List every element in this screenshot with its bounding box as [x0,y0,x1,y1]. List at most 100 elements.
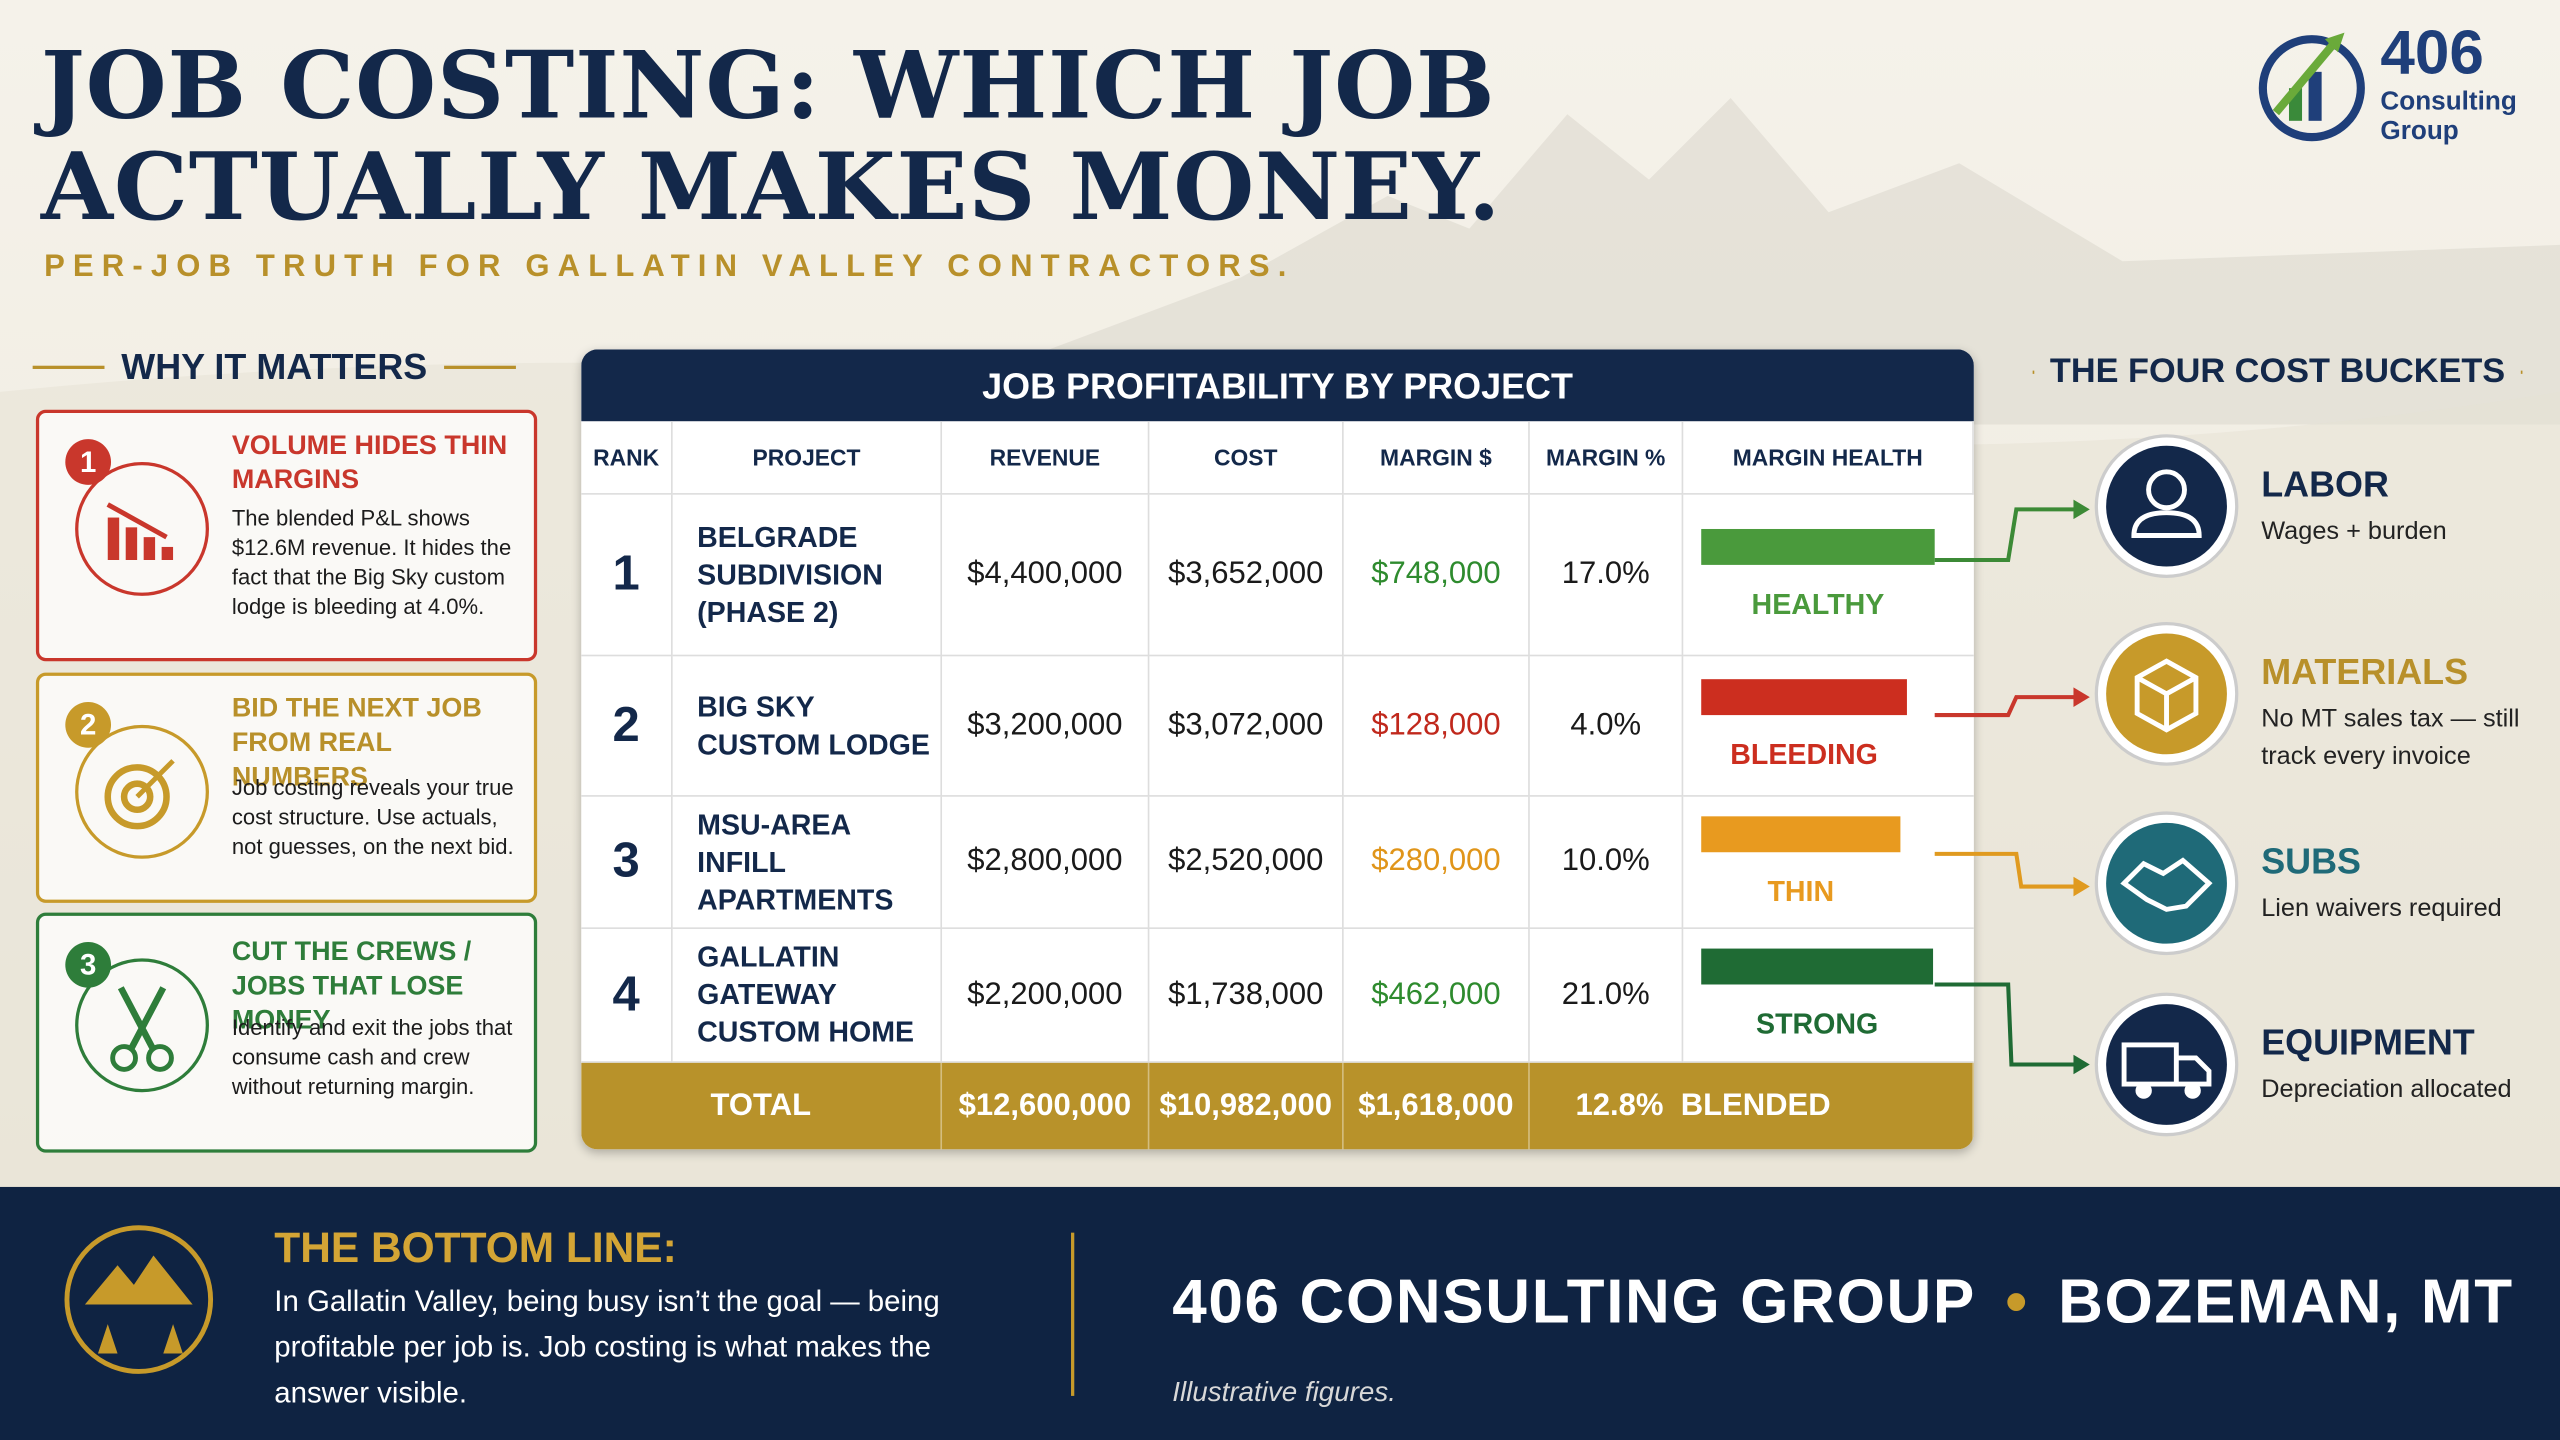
logo-line: Group [2380,117,2459,146]
footer-text: In Gallatin Valley, being busy isn’t the… [274,1284,940,1409]
bucket-icon [2094,622,2239,766]
total-cell: 12.8% BLENDED [1530,1062,1974,1150]
health-bar [1701,948,1934,985]
health-cell: HEALTHY [1683,495,1974,657]
card-icon [75,462,209,596]
margin-percent: 4.0% [1529,656,1684,797]
bucket-icon [2094,434,2239,578]
card-text: Identify and exit the jobs that consume … [231,1015,513,1099]
revenue: $3,200,000 [942,656,1150,797]
card-number: 3 [65,942,112,988]
rule [443,365,516,369]
total-cell: $12,600,000 [942,1062,1150,1150]
margin-dollars: $748,000 [1343,494,1530,657]
health-label: THIN [1767,874,1835,907]
bucket-name: LABOR [2261,463,2389,505]
column-header: MARGIN $ [1343,421,1530,495]
column-header: PROJECT [672,421,943,495]
footer-brand-row: 406 CONSULTING GROUP • BOZEMAN, MT [1172,1269,2513,1339]
column-header: MARGIN % [1529,421,1684,495]
footer-heading: THE BOTTOM LINE: [274,1222,677,1272]
footer: THE BOTTOM LINE: In Gallatin Valley, bei… [0,1186,2560,1440]
logo-name: Consulting Group [2380,88,2516,147]
connector-arrows [1934,499,2090,1075]
rank: 4 [581,928,673,1063]
project: BIG SKY CUSTOM LODGE [672,656,943,797]
buckets-heading-row: THE FOUR COST BUCKETS [2032,352,2523,392]
footer-location: BOZEMAN, MT [2058,1268,2514,1338]
logo-mark [2258,32,2365,142]
subtitle: PER-JOB TRUTH FOR GALLATIN VALLEY CONTRA… [44,249,1295,285]
title-line: JOB COSTING: WHICH JOB [40,31,1496,141]
total-cell: TOTAL [581,1062,943,1150]
why-heading: WHY IT MATTERS [121,346,428,387]
column-header: RANK [581,421,673,495]
logo-number: 406 [2380,19,2484,89]
footer-emblem [64,1225,214,1374]
total-cell: $1,618,000 [1344,1062,1530,1150]
bucket-text: No MT sales tax — still track every invo… [2261,705,2520,771]
rule [2521,370,2523,374]
rule [32,365,105,369]
health-cell: STRONG [1683,929,1974,1063]
card-text: Job costing reveals your true cost struc… [231,775,514,859]
health-bar [1701,815,1901,852]
health-bar [1701,679,1907,716]
cost: $2,520,000 [1149,796,1344,929]
health-bar [1701,528,1935,565]
logo-line: Consulting [2380,88,2517,116]
total-cell: $10,982,000 [1149,1062,1344,1150]
health-label: STRONG [1756,1007,1879,1040]
revenue: $2,800,000 [942,796,1150,929]
health-cell: THIN [1683,797,1974,929]
rank: 1 [581,494,673,657]
bucket-text: Lien waivers required [2261,894,2502,923]
cost: $3,652,000 [1149,494,1344,657]
project: MSU-AREA INFILL APARTMENTS [672,796,943,929]
card-title: BID THE NEXT JOB FROM REAL NUMBERS [231,693,482,792]
card-icon [75,958,209,1093]
card-title: CUT THE CREWS / JOBS THAT LOSE MONEY [231,937,472,1036]
health-cell: BLEEDING [1683,656,1974,797]
why-heading-row: WHY IT MATTERS [32,346,516,388]
health-label: BLEEDING [1730,737,1878,771]
margin-percent: 21.0% [1529,928,1684,1063]
margin-percent: 10.0% [1529,796,1684,929]
card-icon [75,724,209,859]
bucket-text: Wages + burden [2261,517,2447,546]
rank: 3 [581,796,673,929]
title: JOB COSTING: WHICH JOB ACTUALLY MAKES MON… [40,31,1502,242]
why-card: 3 CUT THE CREWS / JOBS THAT LOSE MONEY I… [35,912,538,1153]
margin-dollars: $280,000 [1343,796,1530,929]
column-header: COST [1149,421,1344,495]
separator-dot: • [2005,1268,2029,1338]
margin-percent: 17.0% [1529,494,1684,657]
bucket-name: MATERIALS [2261,651,2469,693]
footer-brand: 406 CONSULTING GROUP [1172,1268,1976,1338]
buckets-heading: THE FOUR COST BUCKETS [2049,352,2506,391]
margin-dollars: $462,000 [1343,928,1530,1063]
title-line: ACTUALLY MAKES MONEY. [40,132,1502,242]
revenue: $2,200,000 [942,928,1150,1063]
rank: 2 [581,656,673,797]
card-text: The blended P&L shows $12.6M revenue. It… [231,506,512,619]
card-title: VOLUME HIDES THIN MARGINS [231,431,508,495]
cost: $3,072,000 [1149,656,1344,797]
profit-table: JOB PROFITABILITY BY PROJECT RANK PROJECT… [581,349,1974,1150]
bucket-icon [2094,811,2239,956]
column-header: REVENUE [942,421,1150,495]
bucket-name: EQUIPMENT [2261,1022,2475,1063]
margin-dollars: $128,000 [1343,656,1530,797]
health-label: HEALTHY [1751,586,1885,620]
bucket-text: Depreciation allocated [2261,1075,2512,1104]
bucket-name: SUBS [2261,840,2362,882]
project: GALLATIN GATEWAY CUSTOM HOME [672,928,943,1063]
cost: $1,738,000 [1149,928,1344,1063]
revenue: $4,400,000 [942,494,1150,657]
why-card: 2 BID THE NEXT JOB FROM REAL NUMBERS Job… [35,672,538,903]
rule [2032,370,2034,374]
why-card: 1 VOLUME HIDES THIN MARGINS The blended … [35,409,538,662]
